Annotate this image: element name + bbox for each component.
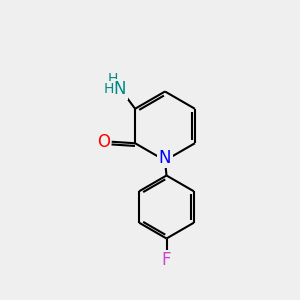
Text: N: N bbox=[114, 80, 126, 98]
Text: F: F bbox=[162, 251, 171, 269]
Text: H: H bbox=[104, 82, 114, 96]
Text: O: O bbox=[97, 133, 110, 151]
Text: H: H bbox=[108, 72, 119, 86]
Text: N: N bbox=[159, 149, 171, 167]
